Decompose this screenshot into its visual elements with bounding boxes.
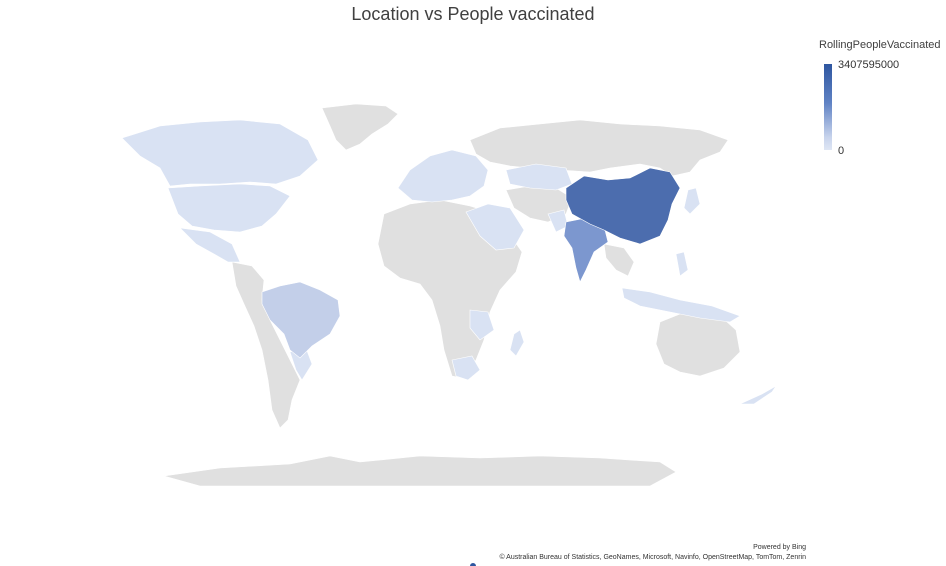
region-middle-east[interactable] bbox=[465, 203, 525, 251]
scroll-indicator[interactable] bbox=[470, 563, 476, 566]
region-kazakhstan[interactable] bbox=[505, 163, 573, 191]
region-russia[interactable] bbox=[469, 119, 729, 177]
region-madagascar[interactable] bbox=[509, 329, 525, 357]
region-philippines[interactable] bbox=[675, 251, 689, 277]
region-new-zealand[interactable] bbox=[739, 385, 777, 405]
chart-title: Location vs People vaccinated bbox=[351, 4, 595, 24]
region-japan[interactable] bbox=[683, 187, 701, 215]
region-canada[interactable] bbox=[121, 119, 319, 187]
region-china[interactable] bbox=[565, 167, 681, 245]
legend-min-label: 0 bbox=[838, 145, 845, 157]
region-indonesia[interactable] bbox=[621, 287, 741, 323]
region-usa[interactable] bbox=[167, 183, 291, 233]
map-attribution: © Australian Bureau of Statistics, GeoNa… bbox=[499, 554, 806, 561]
legend-max-label: 3407595000 bbox=[838, 59, 900, 71]
legend-title: RollingPeopleVaccinated bbox=[819, 39, 941, 51]
region-south-africa[interactable] bbox=[451, 355, 481, 381]
region-east-africa[interactable] bbox=[469, 309, 495, 341]
region-europe[interactable] bbox=[397, 149, 489, 203]
legend-color-scale bbox=[824, 64, 832, 150]
region-antarctica[interactable] bbox=[163, 455, 677, 487]
region-brazil[interactable] bbox=[261, 281, 341, 359]
region-greenland[interactable] bbox=[321, 103, 399, 151]
region-sea-gray[interactable] bbox=[603, 243, 635, 277]
powered-by-bing: Powered by Bing bbox=[753, 544, 806, 551]
region-mexico[interactable] bbox=[179, 227, 241, 263]
